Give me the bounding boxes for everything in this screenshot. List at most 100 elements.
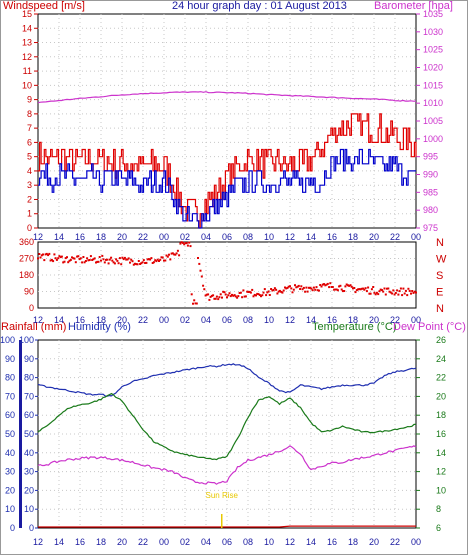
direction-point [166,255,169,258]
direction-point [287,285,290,288]
direction-point [79,257,82,260]
direction-point [205,293,208,296]
direction-point [76,255,79,258]
direction-point [415,291,417,294]
sunrise-label: Sun Rise [206,491,239,500]
axis-tick-layer: 12 14 16 18 20 22 00 02 04 06 08 10 12 14 16 18 20 22 0012… [0,9,447,547]
series-windspeed-line [38,148,416,229]
direction-point [278,289,281,292]
direction-point [270,288,273,290]
direction-point [213,297,216,300]
direction-point [59,256,62,259]
direction-point [67,261,70,264]
time-tick-label: 22 [138,537,148,547]
direction-point [165,254,168,257]
wind-tick-label: 5 [27,152,32,162]
direction-point [369,292,372,295]
direction-point [150,257,153,260]
direction-point [87,259,90,262]
direction-point [68,259,71,262]
wind-tick-label: 8 [27,109,32,119]
direction-point [202,284,205,287]
rain-tick-label: 40 [5,448,15,458]
direction-point [289,285,291,288]
direction-point [404,289,407,292]
direction-point [339,284,342,287]
direction-point [69,259,72,261]
direction-point [407,287,410,290]
direction-point [246,290,249,293]
time-tick-label: 10 [264,537,274,547]
direction-point [324,284,327,287]
direction-point [261,294,264,297]
direction-point [118,257,121,260]
direction-point [171,252,174,255]
temperature-tick-label: 6 [436,523,441,533]
time-tick-label: 08 [243,232,253,242]
series-humidity-line [37,363,417,397]
direction-point [373,291,376,294]
direction-point [291,291,294,294]
barometer-tick-label: 980 [423,205,438,215]
time-tick-label: 22 [138,315,148,325]
direction-point [39,256,42,259]
temperature-tick-label: 26 [436,335,446,345]
series-gust-line [38,113,417,229]
direction-point [377,293,380,296]
series-barometer-line [37,91,416,104]
rain-tick-label: 60 [5,410,15,420]
direction-point [145,261,148,264]
direction-point [314,288,317,291]
direction-point [83,261,86,264]
time-tick-label: 16 [327,315,337,325]
time-tick-label: 04 [201,232,211,242]
time-tick-label: 18 [96,537,106,547]
direction-point [227,294,230,297]
direction-point [40,254,43,257]
direction-point [280,290,283,293]
direction-point [197,257,199,259]
direction-point [349,284,352,287]
direction-point [121,256,124,259]
direction-point [296,285,299,288]
direction-point [375,291,378,294]
direction-point [243,295,246,298]
barometer-tick-label: 1010 [423,98,443,108]
direction-point [335,288,338,291]
direction-point [384,293,387,296]
direction-point [168,253,170,256]
series-layer: Sun Rise [37,91,417,528]
time-tick-label: 18 [96,232,106,242]
time-tick-label: 20 [369,537,379,547]
direction-point [281,291,284,294]
direction-point [185,242,188,245]
direction-point [42,253,44,256]
barometer-tick-label: 995 [423,152,438,162]
temperature-tick-label: 24 [436,354,446,364]
wind-tick-label: 13 [22,38,32,48]
direction-point [92,258,95,261]
time-tick-label: 12 [285,315,295,325]
direction-point [198,262,201,265]
direction-point [381,289,383,292]
wind-tick-label: 0 [27,223,32,233]
direction-point [60,255,63,258]
time-tick-label: 02 [180,232,190,242]
direction-point [297,284,300,287]
direction-point [256,292,259,295]
direction-point [44,253,47,256]
direction-point [413,290,416,293]
direction-point [367,286,370,289]
direction-point [392,289,395,292]
series-temperature-line [37,392,417,461]
direction-point [257,293,260,296]
rain-tick-label: 90 [5,354,15,364]
direction-point [316,289,319,292]
direction-point [267,290,270,293]
barometer-tick-label: 1035 [423,9,443,19]
direction-point [237,295,240,298]
direction-point [338,285,341,288]
direction-point [84,260,87,262]
direction-point [231,293,233,296]
time-tick-label: 16 [327,537,337,547]
